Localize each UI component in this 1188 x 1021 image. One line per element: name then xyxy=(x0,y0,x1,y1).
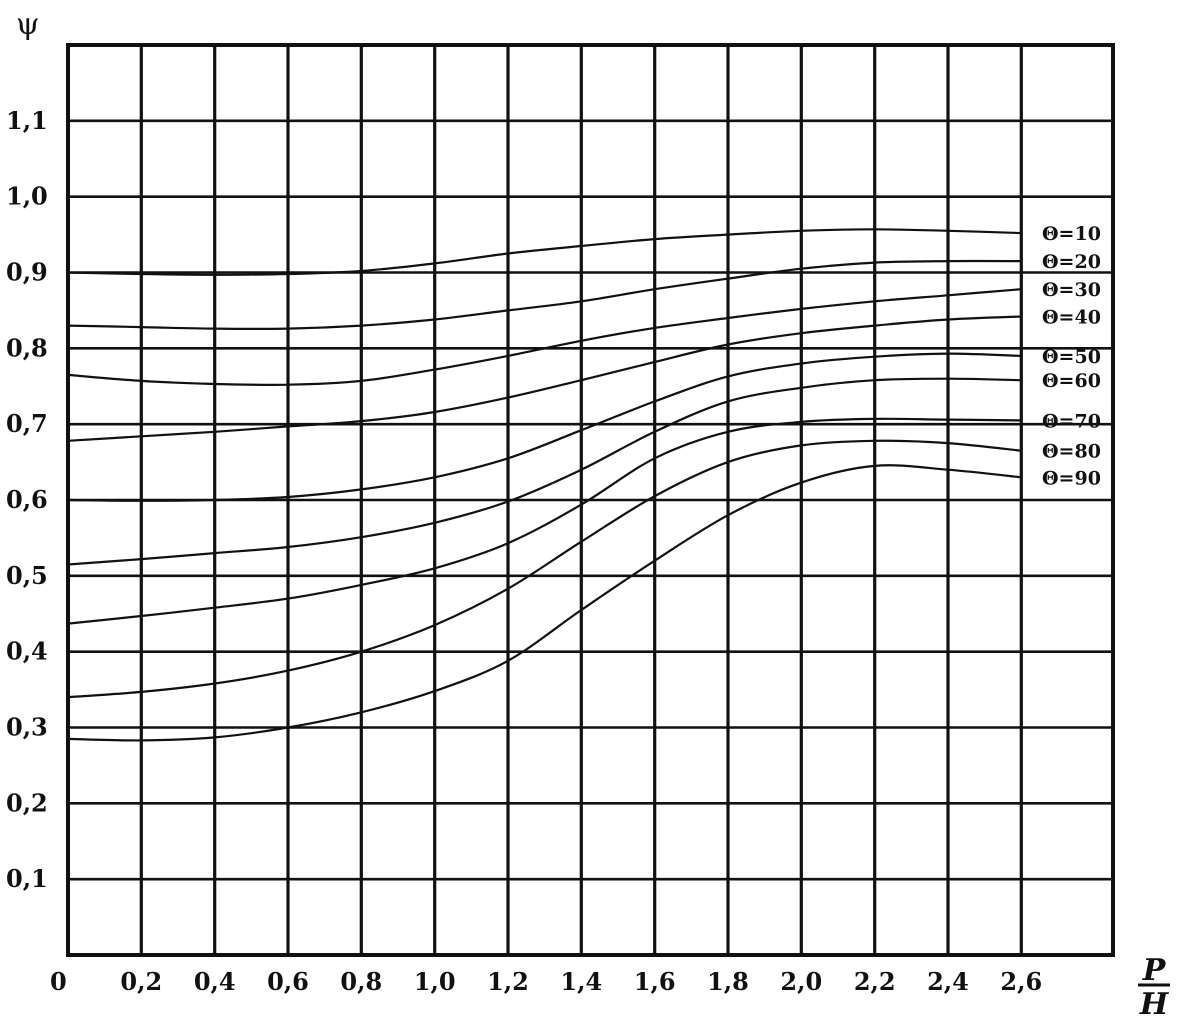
y-tick-label: 1,0 xyxy=(6,182,48,211)
series-line-3 xyxy=(67,288,1022,386)
curve-label-9: Θ=90 xyxy=(1042,467,1101,489)
series-line-4 xyxy=(67,315,1022,442)
y-tick-label: 0,8 xyxy=(6,333,48,362)
series-lines xyxy=(67,228,1022,742)
curve-label-5: Θ=50 xyxy=(1042,346,1101,368)
curve-label-3: Θ=30 xyxy=(1042,279,1101,301)
x-tick-label: 0,6 xyxy=(267,967,309,996)
series-line-6 xyxy=(67,377,1022,566)
curve-label-8: Θ=80 xyxy=(1042,441,1101,463)
x-tick-label: 1,2 xyxy=(487,967,529,996)
origin-label: 0 xyxy=(50,967,67,996)
y-tick-label: 0,9 xyxy=(6,258,48,287)
y-tick-label: 0,4 xyxy=(6,637,48,666)
x-tick-label: 0,2 xyxy=(120,967,162,996)
x-tick-label: 2,4 xyxy=(927,967,969,996)
y-tick-label: 0,2 xyxy=(6,788,48,817)
x-tick-label: 1,6 xyxy=(634,967,676,996)
series-line-8 xyxy=(67,439,1022,699)
grid xyxy=(68,45,1113,955)
x-axis-label: P H xyxy=(1138,953,1170,1021)
series-line-9 xyxy=(67,464,1022,742)
x-tick-label: 2,0 xyxy=(780,967,822,996)
x-tick-label: 0,4 xyxy=(194,967,236,996)
y-tick-label: 0,1 xyxy=(6,864,48,893)
x-tick-label: 1,4 xyxy=(560,967,602,996)
curve-label-7: Θ=70 xyxy=(1042,410,1101,432)
curve-label-4: Θ=40 xyxy=(1042,307,1101,329)
curve-labels: Θ=10 Θ=20 Θ=30 Θ=40 Θ=50Θ=60 Θ=70 Θ=80 Θ=90 xyxy=(1042,223,1101,489)
x-tick-label: 1,0 xyxy=(414,967,456,996)
y-tick-label: 0,6 xyxy=(6,485,48,514)
y-tick-labels: 0,1 0,2 0,3 0,4 0,5 0,6 0,7 0,8 0,9 1,0 1,1 xyxy=(6,106,48,893)
series-line-2 xyxy=(67,259,1022,331)
x-tick-label: 2,6 xyxy=(1000,967,1042,996)
x-tick-labels: 0,2 0,4 0,6 0,8 1,0 1,2 1,4 1,6 1,8 2,0 2,2 2,4 2,6 xyxy=(120,967,1042,996)
y-tick-label: 0,3 xyxy=(6,713,48,742)
y-tick-label: 1,1 xyxy=(6,106,48,135)
y-tick-label: 0,5 xyxy=(6,561,48,590)
x-tick-label: 0,8 xyxy=(340,967,382,996)
curve-label-6: Θ=60 xyxy=(1042,370,1101,392)
series-line-1 xyxy=(67,228,1022,276)
series-line-5 xyxy=(67,352,1022,502)
x-axis-label-numerator: P xyxy=(1142,953,1167,988)
y-tick-label: 0,7 xyxy=(6,409,48,438)
curve-label-2: Θ=20 xyxy=(1042,251,1101,273)
x-tick-label: 1,8 xyxy=(707,967,749,996)
x-tick-label: 2,2 xyxy=(854,967,896,996)
curve-label-1: Θ=10 xyxy=(1042,223,1101,245)
x-axis-label-denominator: H xyxy=(1139,987,1170,1021)
y-axis-label: ψ xyxy=(16,7,40,42)
series-line-7 xyxy=(67,417,1022,625)
